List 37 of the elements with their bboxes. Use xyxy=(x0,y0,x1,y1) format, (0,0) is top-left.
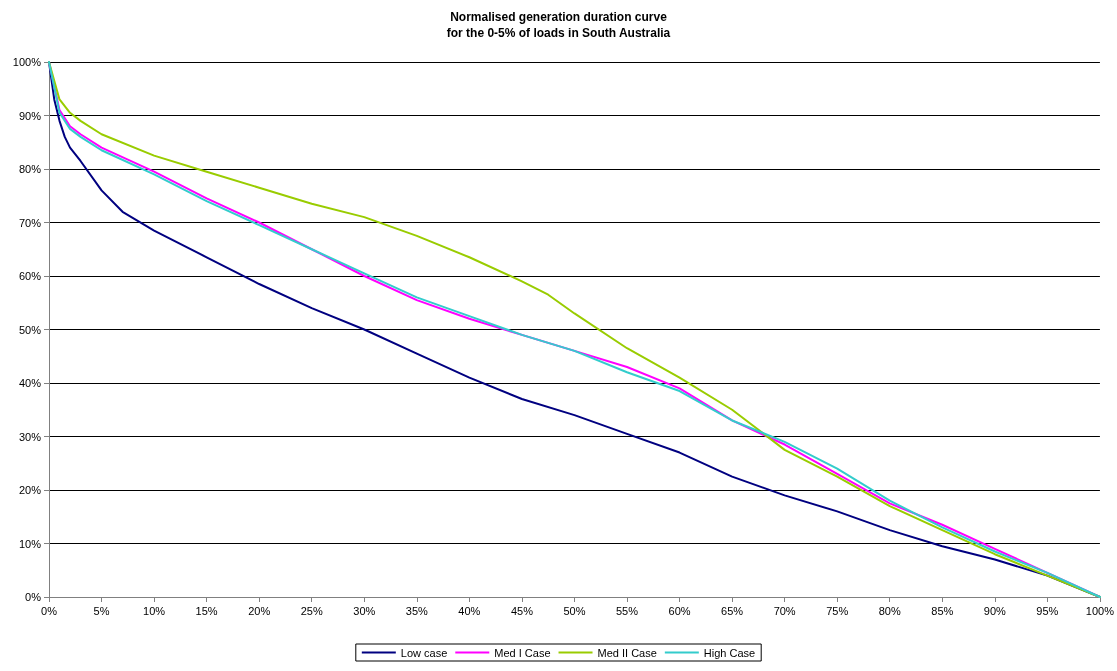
x-tick-label: 25% xyxy=(300,604,323,617)
y-tick-label: 40% xyxy=(18,377,42,389)
x-tick-label: 80% xyxy=(878,604,901,617)
x-tick-label: 0% xyxy=(41,604,58,617)
y-tick-label: 90% xyxy=(18,109,42,122)
x-tick-label: 30% xyxy=(353,604,376,617)
legend-label: Med II Case xyxy=(597,646,657,659)
y-tick-label: 0% xyxy=(25,591,42,603)
x-tick-label: 65% xyxy=(721,604,744,617)
y-tick-label: 100% xyxy=(12,56,42,68)
y-tick-label: 80% xyxy=(18,163,42,175)
y-tick-label: 70% xyxy=(18,216,42,229)
x-tick-label: 90% xyxy=(983,604,1007,617)
y-tick-label: 20% xyxy=(18,484,42,496)
y-tick-label: 60% xyxy=(18,270,42,282)
x-tick-label: 75% xyxy=(826,604,849,617)
x-tick-label: 55% xyxy=(616,604,639,617)
legend-label: Low case xyxy=(400,646,448,659)
x-tick-label: 10% xyxy=(143,604,166,617)
chart-title: Normalised generation duration curve for the 0-5% of loads in South Australia xyxy=(446,10,671,40)
x-tick-label: 95% xyxy=(1036,604,1059,617)
x-tick-label: 20% xyxy=(248,604,271,617)
y-tick-label: 50% xyxy=(18,323,42,336)
y-tick-label: 30% xyxy=(18,430,42,443)
x-tick-label: 60% xyxy=(668,604,691,617)
legend-label: High Case xyxy=(703,646,756,659)
x-tick-label: 40% xyxy=(458,604,481,617)
legend-label: Med I Case xyxy=(494,646,551,659)
x-tick-label: 100% xyxy=(1085,604,1115,617)
x-tick-label: 5% xyxy=(93,604,110,617)
x-tick-label: 35% xyxy=(405,604,429,617)
x-tick-label: 45% xyxy=(510,604,534,617)
y-tick-label: 10% xyxy=(18,537,42,550)
x-tick-label: 50% xyxy=(563,604,586,617)
x-tick-label: 85% xyxy=(931,604,954,617)
x-tick-label: 70% xyxy=(773,604,796,617)
x-tick-label: 15% xyxy=(195,604,218,617)
